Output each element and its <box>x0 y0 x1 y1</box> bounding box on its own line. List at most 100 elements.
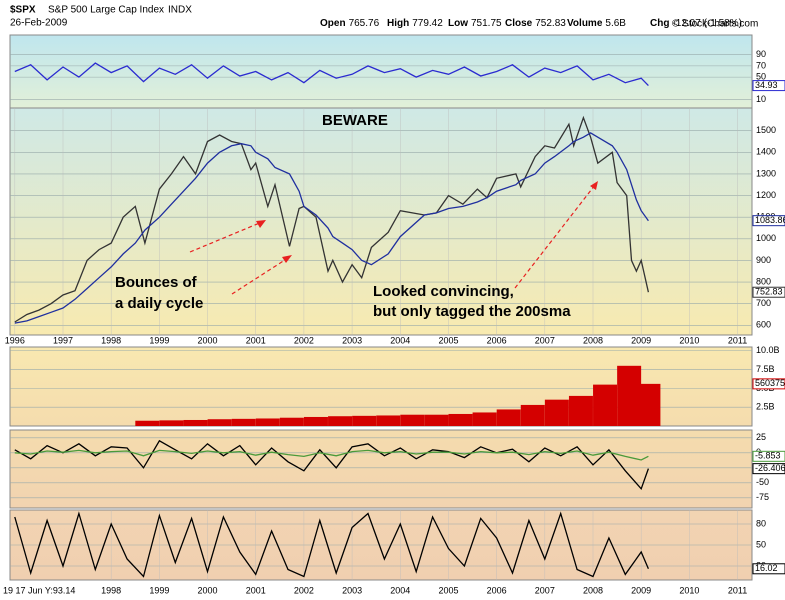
x-tick-label: 1998 <box>101 585 121 595</box>
x-tick-label: 2010 <box>679 335 699 345</box>
bar <box>159 420 184 426</box>
quote-item: High 779.42 <box>387 18 443 29</box>
series-line <box>14 439 650 491</box>
y-tick-label: 1400 <box>756 147 776 157</box>
quote-label: Close <box>505 18 533 29</box>
credit: © StockCharts.com <box>672 19 758 30</box>
bar <box>593 384 618 426</box>
panel-background <box>9 429 753 509</box>
x-tick-label: 1997 <box>53 335 73 345</box>
y-tick-label: 1300 <box>756 168 776 178</box>
x-tick-label: 2001 <box>246 335 266 345</box>
quote-value: 751.75 <box>471 18 502 29</box>
y-tick-label: 2.5B <box>756 402 775 412</box>
quote-value: 752.83 <box>535 18 566 29</box>
quote-value: 765.76 <box>349 18 380 29</box>
y-tick-label: 1000 <box>756 233 776 243</box>
last-value-box <box>752 450 785 462</box>
x-tick-label: 2007 <box>535 585 555 595</box>
y-tick-label: 10 <box>756 94 766 104</box>
annotation: BEWARE <box>322 112 388 129</box>
x-tick-label: 2011 <box>728 585 747 595</box>
bar <box>520 404 545 426</box>
y-tick-label: -50 <box>756 477 769 487</box>
x-tick-label: 1999 <box>149 585 169 595</box>
last-value-label: 34.93 <box>755 80 778 90</box>
quote-label: Low <box>448 18 468 29</box>
x-tick-label: 2008 <box>583 585 603 595</box>
quote-item: Volume 5.6B <box>567 18 626 29</box>
x-tick-label: 1996 <box>5 335 25 345</box>
last-value-label: 752.83 <box>755 287 783 297</box>
index-name: S&P 500 Large Cap Index <box>48 5 164 16</box>
arrow-heads <box>256 181 598 263</box>
bar <box>400 414 425 426</box>
x-tick-label: 2010 <box>679 585 699 595</box>
last-value-box <box>752 80 785 92</box>
bar <box>303 416 328 426</box>
series-line <box>14 132 649 324</box>
exchange: INDX <box>168 5 192 16</box>
x-tick-label: 1999 <box>149 335 169 345</box>
y-tick-label: 80 <box>756 518 766 528</box>
y-tick-label: 10.0B <box>756 345 780 355</box>
annotation: but only tagged the 200sma <box>373 303 571 320</box>
footer-label: 19 17 Jun Y:93.14 <box>3 585 75 595</box>
series-line <box>14 449 649 461</box>
y-tick-label: 800 <box>756 276 771 286</box>
annotation: a daily cycle <box>115 295 203 312</box>
date: 26-Feb-2009 <box>10 18 68 29</box>
bar <box>183 419 208 426</box>
y-tick-label: 25 <box>756 432 766 442</box>
quote-label: Open <box>320 18 346 29</box>
annotation: Bounces of <box>115 274 198 291</box>
bar <box>255 418 280 426</box>
bar <box>352 415 377 426</box>
quote-value: 5.6B <box>605 18 626 29</box>
x-tick-label: 2002 <box>294 585 314 595</box>
x-tick-label: 2004 <box>390 335 410 345</box>
last-value-box <box>752 463 785 475</box>
y-tick-label: 70 <box>756 60 766 70</box>
x-tick-label: 2003 <box>342 585 362 595</box>
annotation: Looked convincing, <box>373 283 514 300</box>
quote-value: -12.07 (-1.58%) <box>672 18 741 29</box>
x-tick-label: 2011 <box>728 335 747 345</box>
series-line <box>14 511 649 578</box>
x-tick-label: 2008 <box>583 335 603 345</box>
y-tick-label: 7.5B <box>756 364 775 374</box>
last-value-box <box>752 378 785 390</box>
bar <box>544 399 569 426</box>
x-tick-label: 2001 <box>246 585 266 595</box>
y-tick-label: 900 <box>756 255 771 265</box>
panels: 1050709034.93600700800900100011001200130… <box>5 34 785 595</box>
bar <box>636 383 661 426</box>
x-tick-label: 1998 <box>101 335 121 345</box>
bar <box>231 418 256 426</box>
x-tick-label: 2009 <box>631 335 651 345</box>
series-line <box>14 62 649 87</box>
x-tick-label: 2002 <box>294 335 314 345</box>
x-tick-label: 2006 <box>487 335 507 345</box>
x-tick-label: 2000 <box>198 335 218 345</box>
bar <box>568 395 593 426</box>
bar <box>496 409 521 426</box>
last-value-box <box>752 286 785 298</box>
bar <box>424 414 449 426</box>
last-value-label: 1083.86 <box>755 215 785 225</box>
y-tick-label: 50 <box>756 71 766 81</box>
quote-label: High <box>387 18 409 29</box>
quote-value: 779.42 <box>412 18 443 29</box>
last-value-box <box>752 563 785 575</box>
y-tick-label: 1200 <box>756 190 776 200</box>
quote-item: Open 765.76 <box>320 18 380 29</box>
quote-item: Chg -12.07 (-1.58%) <box>650 18 742 29</box>
x-tick-label: 2006 <box>487 585 507 595</box>
x-tick-label: 2007 <box>535 335 555 345</box>
last-value-label: -26.406 <box>755 463 785 473</box>
quote-label: Volume <box>567 18 603 29</box>
bar <box>472 412 497 426</box>
last-value-label: 16.02 <box>755 563 778 573</box>
y-tick-label: -75 <box>756 492 769 502</box>
